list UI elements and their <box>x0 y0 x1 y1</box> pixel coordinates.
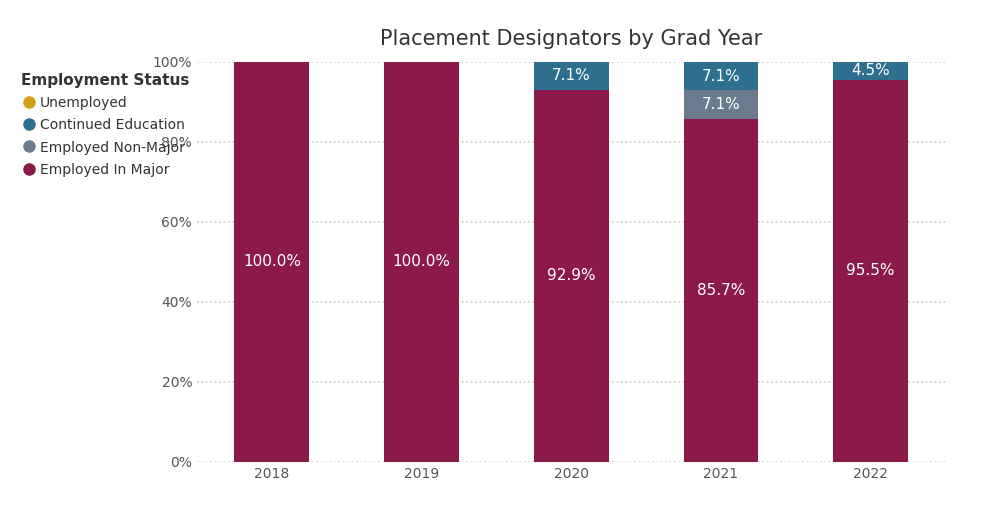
Bar <box>684 62 758 90</box>
Bar <box>534 62 609 90</box>
Bar <box>384 62 459 462</box>
Text: 7.1%: 7.1% <box>701 97 741 112</box>
Title: Placement Designators by Grad Year: Placement Designators by Grad Year <box>380 29 762 49</box>
Bar <box>684 119 758 462</box>
Text: 95.5%: 95.5% <box>846 263 895 278</box>
Text: 100.0%: 100.0% <box>243 254 300 269</box>
Text: 4.5%: 4.5% <box>851 63 890 78</box>
Text: 7.1%: 7.1% <box>552 68 591 83</box>
Text: 92.9%: 92.9% <box>547 268 596 283</box>
Bar <box>234 62 309 462</box>
Text: 7.1%: 7.1% <box>701 69 741 84</box>
Text: 85.7%: 85.7% <box>696 283 746 298</box>
Bar <box>833 80 908 462</box>
Legend: Unemployed, Continued Education, Employed Non-Major, Employed In Major: Unemployed, Continued Education, Employe… <box>17 69 193 181</box>
Bar <box>534 90 609 462</box>
Text: 100.0%: 100.0% <box>393 254 450 269</box>
Bar <box>833 62 908 80</box>
Bar <box>684 90 758 119</box>
